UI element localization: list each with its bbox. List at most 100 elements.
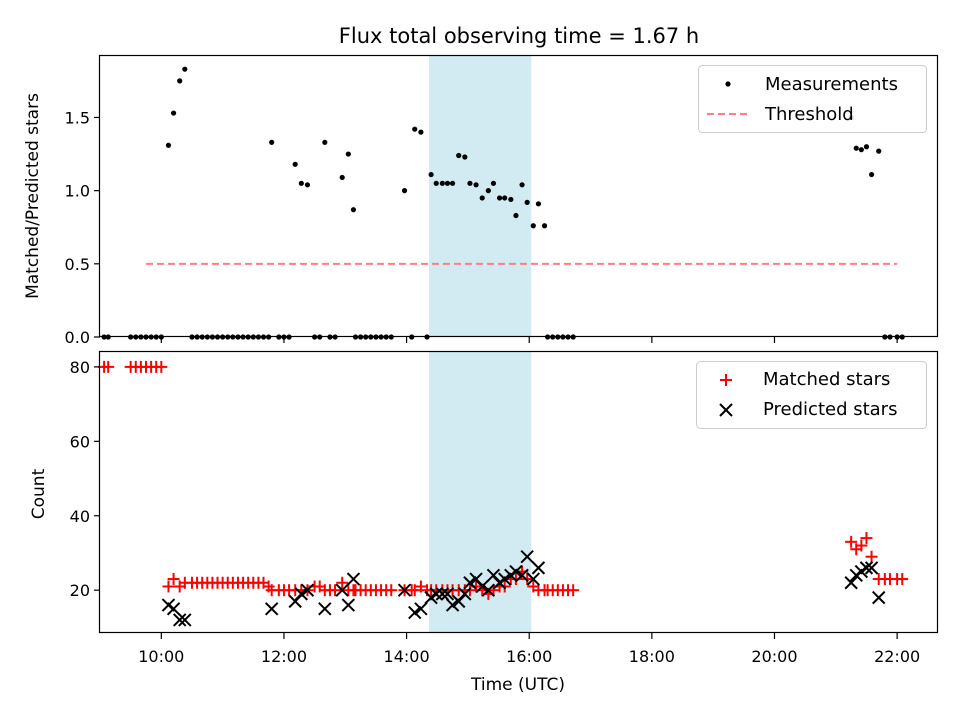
predicted-stars-point — [526, 572, 541, 586]
predicted-stars-point — [341, 598, 356, 612]
predicted-stars-point — [346, 572, 361, 586]
measurement-point — [853, 145, 859, 151]
measurement-point — [345, 151, 351, 157]
top-axes-frame — [98, 54, 939, 338]
bottom-legend-box — [696, 361, 927, 429]
measurement-point — [508, 196, 514, 203]
predicted-stars-point — [872, 590, 886, 605]
matched-stars-point — [408, 584, 421, 597]
measurement-point — [502, 195, 508, 201]
predicted-stars-point — [859, 561, 874, 575]
y-tick-label: 1.5 — [65, 108, 90, 127]
legend-measurements-label: Measurements — [765, 74, 898, 95]
measurement-point — [530, 223, 536, 229]
measurement-point — [428, 171, 434, 178]
x-tick-label: 14:00 — [384, 647, 430, 666]
measurement-point — [467, 180, 473, 186]
x-tick-label: 16:00 — [506, 647, 552, 666]
predicted-stars-point — [414, 602, 428, 616]
matched-stars-point — [855, 539, 868, 552]
matched-stars-point — [567, 584, 580, 597]
bottom-y-axis-label: Count — [29, 468, 49, 519]
matched-stars-point — [155, 360, 168, 373]
measurement-point — [524, 199, 530, 205]
measurement-point — [418, 129, 424, 135]
y-tick-label: 0.0 — [65, 328, 90, 347]
y-tick-label: 80 — [70, 358, 90, 377]
legend-threshold-label: Threshold — [764, 104, 854, 125]
measurement-point — [182, 66, 188, 72]
predicted-stars-point — [429, 587, 443, 601]
measurement-point — [868, 171, 875, 178]
measurement-point — [513, 212, 519, 219]
legend-matched-label: Matched stars — [763, 369, 890, 390]
predicted-stars-point — [318, 602, 332, 616]
measurement-point — [304, 182, 311, 188]
bottom-legend: Matched stars Predicted stars — [696, 361, 927, 429]
matched-stars-point — [162, 580, 175, 593]
matched-stars-point — [896, 573, 909, 586]
predicted-stars-point — [166, 602, 181, 616]
measurement-point — [496, 195, 503, 201]
legend-measurements-marker — [725, 81, 731, 87]
y-tick-label: 0.5 — [65, 255, 90, 274]
top-legend: Measurements Threshold — [698, 65, 927, 133]
predicted-stars-point — [445, 598, 460, 612]
measurement-point — [456, 152, 462, 159]
predicted-stars-point — [463, 576, 477, 590]
matched-stars-point — [167, 573, 180, 586]
bottom-axes-frame — [98, 350, 939, 634]
predicted-stars-point — [173, 613, 187, 627]
measurement-point — [485, 188, 491, 194]
measurement-point — [165, 142, 172, 148]
predicted-stars-point — [520, 549, 534, 564]
matched-stars-point — [336, 576, 349, 589]
predicted-stars-point — [300, 583, 315, 597]
x-tick-label: 18:00 — [629, 647, 675, 666]
measurement-point — [535, 201, 542, 207]
measurement-point — [863, 144, 870, 150]
x-tick-label: 12:00 — [261, 647, 307, 666]
predicted-stars-point — [294, 587, 309, 601]
predicted-stars-point — [458, 587, 472, 601]
matched-stars-point — [102, 360, 115, 373]
predicted-stars-point — [335, 583, 349, 597]
predicted-stars-point — [435, 587, 450, 601]
measurement-point — [479, 195, 485, 201]
measurement-point — [292, 161, 298, 167]
measurement-point — [444, 180, 451, 186]
x-axis-label: Time (UTC) — [470, 675, 565, 695]
matched-stars-point — [860, 532, 873, 545]
y-tick-label: 40 — [70, 507, 90, 526]
x-tick-label: 20:00 — [751, 647, 797, 666]
y-tick-label: 60 — [70, 432, 90, 451]
measurement-point — [519, 182, 525, 188]
measurement-point — [350, 207, 357, 213]
predicted-stars-point — [440, 587, 455, 601]
measurement-point — [433, 180, 439, 186]
predicted-stars-point — [515, 568, 529, 583]
measurement-point — [462, 154, 468, 160]
predicted-stars-point — [481, 583, 496, 597]
predicted-stars-point — [844, 576, 858, 590]
measurement-point — [449, 180, 456, 186]
predicted-stars-point — [497, 572, 512, 586]
predicted-stars-point — [864, 561, 879, 575]
measurement-point — [177, 78, 183, 84]
legend-predicted-marker — [719, 403, 733, 417]
flux-ratio-panel: 0.0 0.5 1.0 1.5 Matched/Predicted stars Mea… — [23, 54, 939, 347]
measurement-point — [170, 110, 177, 116]
measurement-point — [322, 139, 328, 145]
measurement-point — [876, 148, 882, 154]
matched-stars-point — [470, 580, 483, 593]
predicted-stars-point — [264, 602, 279, 616]
measurement-point — [269, 139, 275, 145]
measurement-point — [858, 147, 864, 153]
top-legend-box — [698, 65, 927, 133]
top-y-axis-label: Matched/Predicted stars — [23, 93, 43, 299]
measurement-point — [473, 182, 479, 188]
predicted-stars-point — [531, 561, 546, 575]
x-tick-label: 10:00 — [138, 647, 184, 666]
predicted-stars-point — [475, 579, 489, 594]
